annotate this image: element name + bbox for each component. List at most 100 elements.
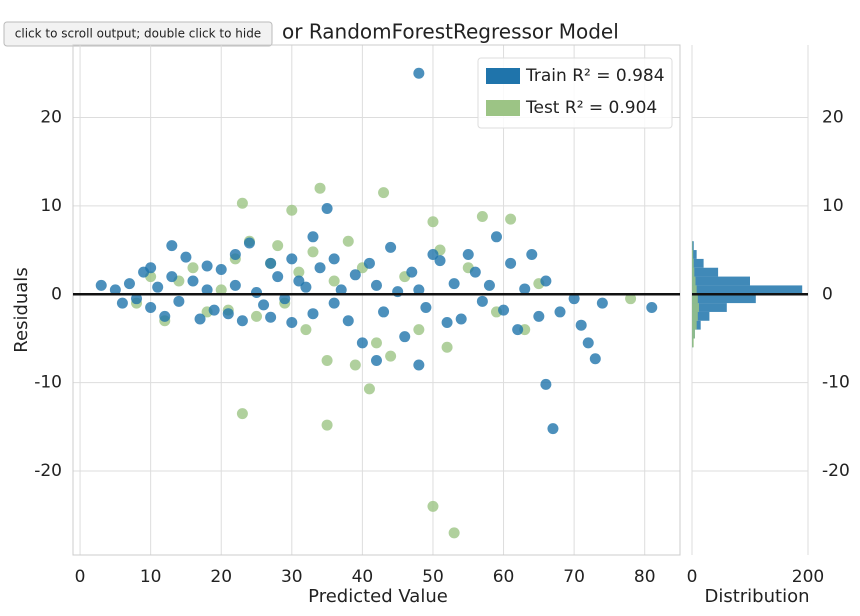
point <box>328 297 340 309</box>
point <box>293 266 305 278</box>
point <box>180 251 192 263</box>
point <box>251 286 263 298</box>
point <box>413 284 425 296</box>
point <box>328 275 340 287</box>
point <box>505 213 517 225</box>
point <box>582 337 594 349</box>
y-tick-label: -20 <box>822 461 850 481</box>
point <box>441 317 453 329</box>
hist-bar <box>692 276 696 286</box>
hist-bar <box>692 267 695 277</box>
point <box>427 216 439 228</box>
point <box>300 324 312 336</box>
hist-bar <box>692 285 697 295</box>
point <box>483 279 495 291</box>
point <box>413 67 425 79</box>
hist-bar <box>692 250 694 259</box>
hist-bar <box>692 267 719 277</box>
point <box>406 266 418 278</box>
hist-bar <box>692 303 699 312</box>
point <box>116 297 128 309</box>
point <box>356 337 368 349</box>
point <box>307 231 319 243</box>
point <box>131 293 143 305</box>
point <box>349 359 361 371</box>
point <box>321 419 333 431</box>
point <box>166 240 178 252</box>
hist-bar <box>692 258 694 268</box>
point <box>441 341 453 353</box>
x-tick-label: 50 <box>422 567 444 587</box>
y-tick-label: 0 <box>51 284 62 304</box>
y-tick-label: -20 <box>34 461 62 481</box>
hist-bar <box>692 303 727 312</box>
x-tick-label: 70 <box>563 567 585 587</box>
x-axis-label: Distribution <box>704 586 809 607</box>
point <box>427 248 439 260</box>
point <box>166 271 178 283</box>
chart-title: or RandomForestRegressor Model <box>282 20 619 44</box>
hist-bar <box>692 294 698 304</box>
legend-swatch <box>486 68 520 84</box>
point <box>201 260 213 272</box>
x-tick-label: 60 <box>493 567 515 587</box>
point <box>187 262 199 274</box>
legend-swatch <box>486 100 520 116</box>
point <box>236 197 248 209</box>
point <box>258 299 270 311</box>
legend-label: Test R² = 0.904 <box>525 98 657 118</box>
point <box>342 315 354 327</box>
point <box>568 293 580 305</box>
point <box>286 253 298 265</box>
legend-box <box>477 57 673 129</box>
point <box>159 310 171 322</box>
point <box>95 279 107 291</box>
point <box>589 353 601 365</box>
hist-bar <box>692 241 694 251</box>
point <box>448 278 460 290</box>
x-axis-label: Predicted Value <box>308 586 448 607</box>
point <box>251 310 263 322</box>
point <box>526 248 538 260</box>
tooltip-box[interactable] <box>3 21 273 47</box>
point <box>109 284 121 296</box>
point <box>455 313 467 325</box>
hist-bar <box>692 285 803 295</box>
x-tick-label: 20 <box>210 567 232 587</box>
point <box>349 269 361 281</box>
point <box>208 304 220 316</box>
point <box>307 308 319 320</box>
point <box>476 295 488 307</box>
point <box>625 293 637 305</box>
point <box>335 284 347 296</box>
x-tick-label: 0 <box>75 567 86 587</box>
point <box>540 275 552 287</box>
point <box>300 281 312 293</box>
point <box>123 278 135 290</box>
point <box>152 281 164 293</box>
point <box>646 302 658 314</box>
hist-bar <box>692 276 750 286</box>
point <box>490 231 502 243</box>
point <box>201 284 213 296</box>
point <box>272 240 284 252</box>
hist-bar <box>692 258 704 268</box>
point <box>371 355 382 367</box>
point <box>265 311 277 323</box>
point <box>229 279 241 291</box>
point <box>272 271 284 283</box>
tooltip[interactable]: click to scroll output; double click to … <box>15 27 261 41</box>
point <box>215 284 227 296</box>
point <box>342 235 354 247</box>
x-tick-label: 30 <box>281 567 303 587</box>
point <box>554 306 566 318</box>
point <box>385 241 397 253</box>
point <box>286 204 298 216</box>
point <box>540 378 552 390</box>
point <box>321 203 333 215</box>
x-tick-label: 40 <box>352 567 374 587</box>
y-axis-label: Residuals <box>11 267 32 352</box>
point <box>321 355 333 367</box>
point <box>420 302 432 314</box>
